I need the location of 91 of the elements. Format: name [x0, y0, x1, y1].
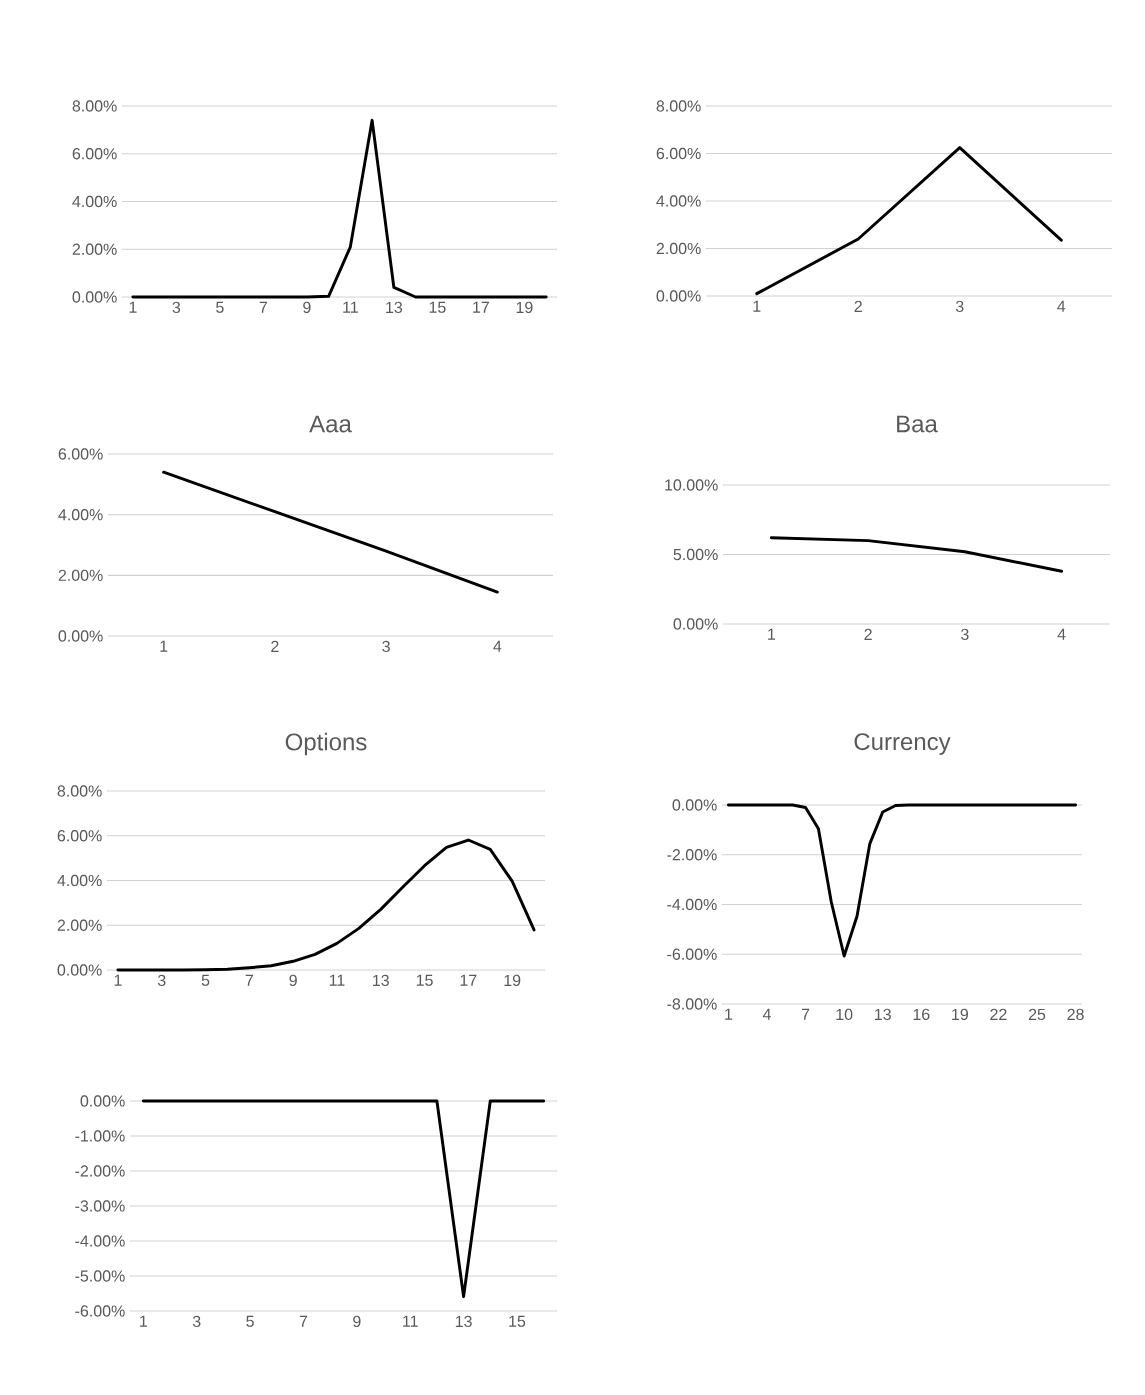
x-tick-label: 7	[801, 1008, 810, 1020]
x-tick-label: 11	[343, 301, 358, 313]
y-tick-label: 5.00%	[673, 548, 718, 561]
x-tick-label: 2	[864, 628, 872, 640]
y-tick-label: -2.00%	[75, 1165, 125, 1177]
x-tick-label: 5	[246, 1315, 254, 1327]
y-tick-label: 2.00%	[72, 243, 117, 255]
x-tick-label: 11	[403, 1315, 418, 1327]
x-tick-label: 17	[473, 301, 489, 313]
x-tick-label: 22	[990, 1008, 1007, 1020]
x-tick-label: 11	[329, 974, 345, 986]
x-tick-label: 9	[303, 301, 311, 314]
y-tick-label: 2.00%	[656, 242, 701, 255]
y-tick-label: 10.00%	[665, 479, 718, 491]
x-tick-label: 1	[725, 1008, 733, 1020]
x-tick-label: 1	[753, 300, 761, 312]
x-tick-label: 7	[259, 301, 268, 313]
y-tick-label: 6.00%	[57, 830, 102, 842]
x-tick-label: 15	[416, 974, 433, 986]
x-tick-label: 19	[952, 1008, 968, 1021]
y-tick-label: 6.00%	[58, 448, 103, 460]
x-tick-label: 1	[129, 301, 137, 313]
x-tick-label: 2	[271, 640, 279, 652]
y-tick-label: 8.00%	[57, 785, 102, 797]
x-tick-label: 15	[429, 301, 446, 313]
x-tick-label: 15	[509, 1315, 526, 1327]
y-tick-label: 6.00%	[72, 148, 117, 160]
y-tick-label: -6.00%	[667, 948, 717, 960]
x-tick-label: 7	[245, 974, 253, 986]
y-tick-label: 4.00%	[72, 195, 117, 208]
chart-title: Options	[285, 732, 367, 756]
x-tick-label: 2	[854, 300, 862, 312]
y-tick-label: -8.00%	[667, 998, 717, 1010]
chart-title: Aaa	[309, 415, 352, 433]
line-series	[769, 536, 1064, 573]
x-tick-label: 4	[1057, 628, 1066, 640]
x-tick-label: 25	[1028, 1008, 1046, 1021]
y-tick-label: -4.00%	[75, 1235, 125, 1247]
chart-title: Baa	[897, 415, 938, 433]
x-tick-label: 19	[504, 974, 521, 987]
y-tick-label: -4.00%	[667, 898, 717, 911]
x-tick-label: 1	[160, 640, 168, 652]
chart-title: Currency	[854, 733, 951, 755]
y-tick-label: 4.00%	[57, 874, 102, 887]
y-tick-label: 6.00%	[656, 147, 701, 160]
x-tick-label: 19	[516, 301, 533, 314]
y-tick-label: 4.00%	[58, 509, 103, 521]
y-tick-label: -5.00%	[75, 1270, 125, 1282]
x-tick-label: 4	[493, 640, 502, 652]
x-tick-label: 3	[955, 300, 964, 313]
x-tick-label: 10	[836, 1008, 853, 1021]
x-tick-label: 4	[762, 1008, 771, 1020]
x-tick-label: 9	[353, 1315, 361, 1328]
x-tick-label: 13	[875, 1008, 891, 1021]
line-series	[162, 470, 499, 594]
y-tick-label: 0.00%	[80, 1095, 125, 1107]
x-tick-label: 3	[157, 974, 166, 987]
y-tick-label: 2.00%	[57, 919, 102, 931]
x-tick-label: 16	[913, 1008, 930, 1021]
x-tick-label: 3	[192, 1315, 201, 1328]
x-tick-label: 28	[1067, 1008, 1084, 1021]
x-tick-label: 3	[382, 640, 390, 653]
x-tick-label: 1	[140, 1315, 148, 1327]
y-tick-label: 8.00%	[656, 100, 701, 112]
y-tick-label: 8.00%	[72, 100, 117, 112]
y-tick-label: 0.00%	[58, 630, 103, 642]
y-tick-label: 0.00%	[57, 964, 102, 976]
y-tick-label: 0.00%	[673, 618, 718, 630]
x-tick-label: 7	[299, 1315, 308, 1327]
y-tick-label: -2.00%	[667, 849, 717, 861]
x-tick-label: 9	[289, 974, 297, 987]
x-tick-label: 5	[201, 974, 210, 986]
x-tick-label: 13	[455, 1315, 472, 1328]
y-tick-label: -6.00%	[75, 1305, 125, 1317]
x-tick-label: 4	[1057, 300, 1066, 312]
y-tick-label: -3.00%	[75, 1200, 125, 1212]
y-tick-label: 2.00%	[58, 569, 103, 581]
y-tick-label: 0.00%	[656, 290, 701, 302]
x-tick-label: 13	[386, 301, 403, 314]
x-tick-label: 1	[114, 974, 122, 986]
y-tick-label: 0.00%	[72, 291, 117, 303]
y-tick-label: -1.00%	[75, 1130, 125, 1142]
x-tick-label: 5	[216, 301, 224, 313]
y-tick-label: 4.00%	[656, 195, 701, 207]
x-tick-label: 17	[460, 974, 477, 986]
x-tick-label: 3	[172, 301, 181, 314]
x-tick-label: 3	[961, 628, 969, 641]
x-tick-label: 1	[768, 628, 776, 640]
line-series	[755, 146, 1063, 296]
x-tick-label: 13	[373, 974, 389, 987]
y-tick-label: 0.00%	[672, 799, 717, 811]
